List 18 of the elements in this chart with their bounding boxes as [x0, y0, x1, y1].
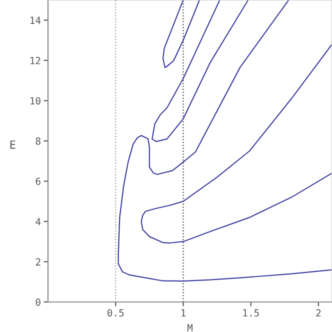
y-tick-label: 4: [36, 218, 41, 226]
x-tick-label: 0.5: [107, 309, 124, 317]
line-series: [118, 0, 332, 282]
y-axis-title: E: [10, 140, 16, 149]
x-axis-title: M: [187, 324, 193, 332]
line-series: [162, 0, 200, 68]
line-series: [140, 44, 332, 244]
y-tick-label: 2: [36, 258, 40, 266]
y-tick-label: 10: [30, 97, 40, 105]
y-tick-label: 14: [30, 16, 41, 24]
x-tick-label: 2: [316, 309, 321, 316]
y-tick-label: 6: [36, 178, 40, 186]
line-series: [152, 0, 249, 142]
x-tick-label: 1.5: [243, 309, 259, 317]
y-tick-label: 12: [30, 56, 40, 64]
y-tick-label: 8: [36, 137, 40, 145]
y-tick-label: 0: [36, 298, 40, 306]
x-tick-label: 1: [181, 309, 186, 316]
